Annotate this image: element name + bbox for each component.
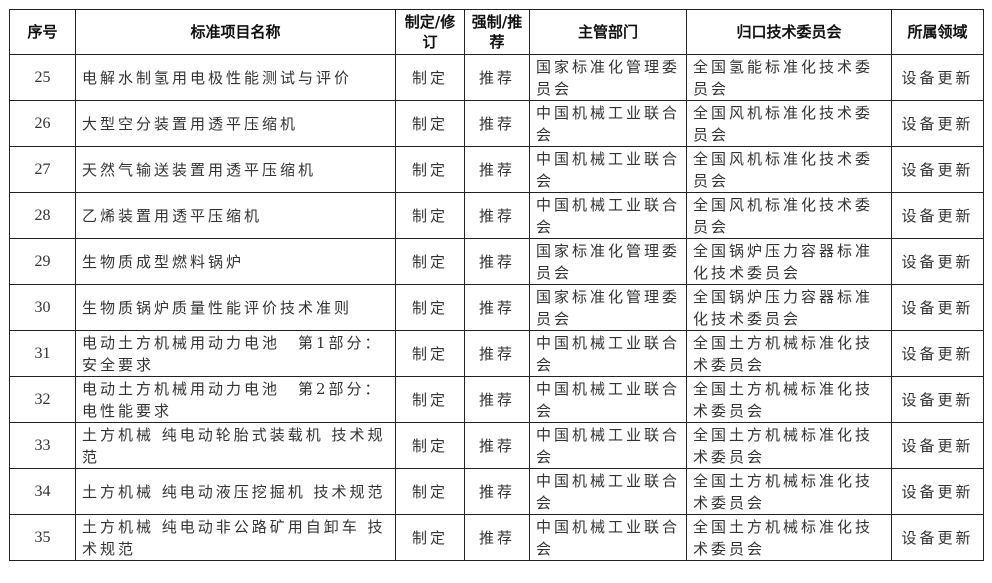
cell-nature: 推荐	[464, 100, 530, 147]
cell-dept: 国家标准化管理委员会	[529, 284, 687, 331]
cell-dept: 中国机械工业联合会	[529, 100, 687, 147]
standards-table: 序号 标准项目名称 制定/修订 强制/推荐 主管部门 归口技术委员会 所属领域 …	[9, 9, 984, 561]
cell-field: 设备更新	[891, 100, 984, 147]
cell-dept: 中国机械工业联合会	[529, 192, 687, 239]
header-row: 序号 标准项目名称 制定/修订 强制/推荐 主管部门 归口技术委员会 所属领域	[9, 9, 984, 55]
cell-field: 设备更新	[891, 238, 984, 285]
cell-name: 大型空分装置用透平压缩机	[75, 100, 396, 147]
cell-field: 设备更新	[891, 376, 984, 423]
cell-name: 土方机械 纯电动液压挖掘机 技术规范	[75, 468, 396, 515]
cell-dept: 中国机械工业联合会	[529, 330, 687, 377]
cell-nature: 推荐	[464, 422, 530, 469]
table-row: 28 乙烯装置用透平压缩机 制定 推荐 中国机械工业联合会 全国风机标准化技术委员会 设备更…	[9, 192, 984, 239]
cell-committee: 全国风机标准化技术委员会	[686, 100, 892, 147]
cell-field: 设备更新	[891, 284, 984, 331]
cell-nature: 推荐	[464, 330, 530, 377]
cell-name: 电解水制氢用电极性能测试与评价	[75, 54, 396, 101]
cell-nature: 推荐	[464, 146, 530, 193]
cell-dept: 中国机械工业联合会	[529, 514, 687, 561]
cell-dept: 中国机械工业联合会	[529, 468, 687, 515]
cell-committee: 全国土方机械标准化技术委员会	[686, 468, 892, 515]
cell-dept: 国家标准化管理委员会	[529, 238, 687, 285]
cell-dept: 中国机械工业联合会	[529, 376, 687, 423]
cell-type: 制定	[395, 192, 465, 239]
cell-committee: 全国锅炉压力容器标准化技术委员会	[686, 238, 892, 285]
cell-name: 生物质锅炉质量性能评价技术准则	[75, 284, 396, 331]
cell-no: 27	[9, 146, 76, 193]
cell-field: 设备更新	[891, 192, 984, 239]
cell-name: 土方机械 纯电动非公路矿用自卸车 技术规范	[75, 514, 396, 561]
table-row: 30 生物质锅炉质量性能评价技术准则 制定 推荐 国家标准化管理委员会 全国锅炉压力容器标…	[9, 284, 984, 331]
cell-nature: 推荐	[464, 238, 530, 285]
cell-no: 35	[9, 514, 76, 561]
cell-committee: 全国风机标准化技术委员会	[686, 192, 892, 239]
cell-committee: 全国土方机械标准化技术委员会	[686, 330, 892, 377]
cell-no: 31	[9, 330, 76, 377]
cell-name: 电动土方机械用动力电池 第1部分：安全要求	[75, 330, 396, 377]
header-name: 标准项目名称	[75, 9, 396, 55]
cell-no: 29	[9, 238, 76, 285]
cell-committee: 全国土方机械标准化技术委员会	[686, 376, 892, 423]
table-row: 29 生物质成型燃料锅炉 制定 推荐 国家标准化管理委员会 全国锅炉压力容器标准化技术委员…	[9, 238, 984, 285]
header-nature: 强制/推荐	[464, 9, 530, 55]
cell-no: 26	[9, 100, 76, 147]
cell-no: 34	[9, 468, 76, 515]
cell-nature: 推荐	[464, 192, 530, 239]
cell-no: 25	[9, 54, 76, 101]
cell-committee: 全国风机标准化技术委员会	[686, 146, 892, 193]
cell-type: 制定	[395, 330, 465, 377]
cell-type: 制定	[395, 238, 465, 285]
cell-nature: 推荐	[464, 284, 530, 331]
table-row: 32 电动土方机械用动力电池 第2部分：电性能要求 制定 推荐 中国机械工业联合会 全国土…	[9, 376, 984, 423]
header-type: 制定/修订	[395, 9, 465, 55]
cell-type: 制定	[395, 514, 465, 561]
table-row: 26 大型空分装置用透平压缩机 制定 推荐 中国机械工业联合会 全国风机标准化技术委员会设…	[9, 100, 984, 147]
cell-committee: 全国土方机械标准化技术委员会	[686, 514, 892, 561]
cell-type: 制定	[395, 54, 465, 101]
cell-name: 生物质成型燃料锅炉	[75, 238, 396, 285]
cell-committee: 全国氢能标准化技术委员会	[686, 54, 892, 101]
cell-no: 30	[9, 284, 76, 331]
table-row: 31 电动土方机械用动力电池 第1部分：安全要求 制定 推荐 中国机械工业联合会 全国土方…	[9, 330, 984, 377]
cell-type: 制定	[395, 468, 465, 515]
cell-no: 33	[9, 422, 76, 469]
cell-dept: 中国机械工业联合会	[529, 422, 687, 469]
cell-dept: 中国机械工业联合会	[529, 146, 687, 193]
cell-name: 天然气输送装置用透平压缩机	[75, 146, 396, 193]
cell-nature: 推荐	[464, 54, 530, 101]
cell-committee: 全国土方机械标准化技术委员会	[686, 422, 892, 469]
cell-nature: 推荐	[464, 468, 530, 515]
cell-committee: 全国锅炉压力容器标准化技术委员会	[686, 284, 892, 331]
table-row: 35 土方机械 纯电动非公路矿用自卸车 技术规范 制定 推荐 中国机械工业联合会 全国土方…	[9, 514, 984, 561]
header-field: 所属领域	[891, 9, 984, 55]
cell-name: 土方机械 纯电动轮胎式装载机 技术规范	[75, 422, 396, 469]
cell-field: 设备更新	[891, 330, 984, 377]
cell-name: 电动土方机械用动力电池 第2部分：电性能要求	[75, 376, 396, 423]
header-no: 序号	[9, 9, 76, 55]
cell-field: 设备更新	[891, 422, 984, 469]
cell-type: 制定	[395, 146, 465, 193]
cell-no: 28	[9, 192, 76, 239]
table-row: 27 天然气输送装置用透平压缩机 制定 推荐 中国机械工业联合会 全国风机标准化技术委员会…	[9, 146, 984, 193]
cell-type: 制定	[395, 376, 465, 423]
table-row: 33 土方机械 纯电动轮胎式装载机 技术规范 制定 推荐 中国机械工业联合会 全国土方机械…	[9, 422, 984, 469]
cell-dept: 国家标准化管理委员会	[529, 54, 687, 101]
cell-nature: 推荐	[464, 514, 530, 561]
cell-nature: 推荐	[464, 376, 530, 423]
header-dept: 主管部门	[529, 9, 687, 55]
cell-name: 乙烯装置用透平压缩机	[75, 192, 396, 239]
cell-field: 设备更新	[891, 514, 984, 561]
cell-field: 设备更新	[891, 146, 984, 193]
header-committee: 归口技术委员会	[686, 9, 892, 55]
table-row: 25 电解水制氢用电极性能测试与评价 制定 推荐 国家标准化管理委员会 全国氢能标准化技术…	[9, 54, 984, 101]
cell-no: 32	[9, 376, 76, 423]
table-row: 34 土方机械 纯电动液压挖掘机 技术规范 制定 推荐 中国机械工业联合会 全国土方机械标…	[9, 468, 984, 515]
cell-type: 制定	[395, 100, 465, 147]
cell-field: 设备更新	[891, 54, 984, 101]
cell-field: 设备更新	[891, 468, 984, 515]
cell-type: 制定	[395, 422, 465, 469]
cell-type: 制定	[395, 284, 465, 331]
